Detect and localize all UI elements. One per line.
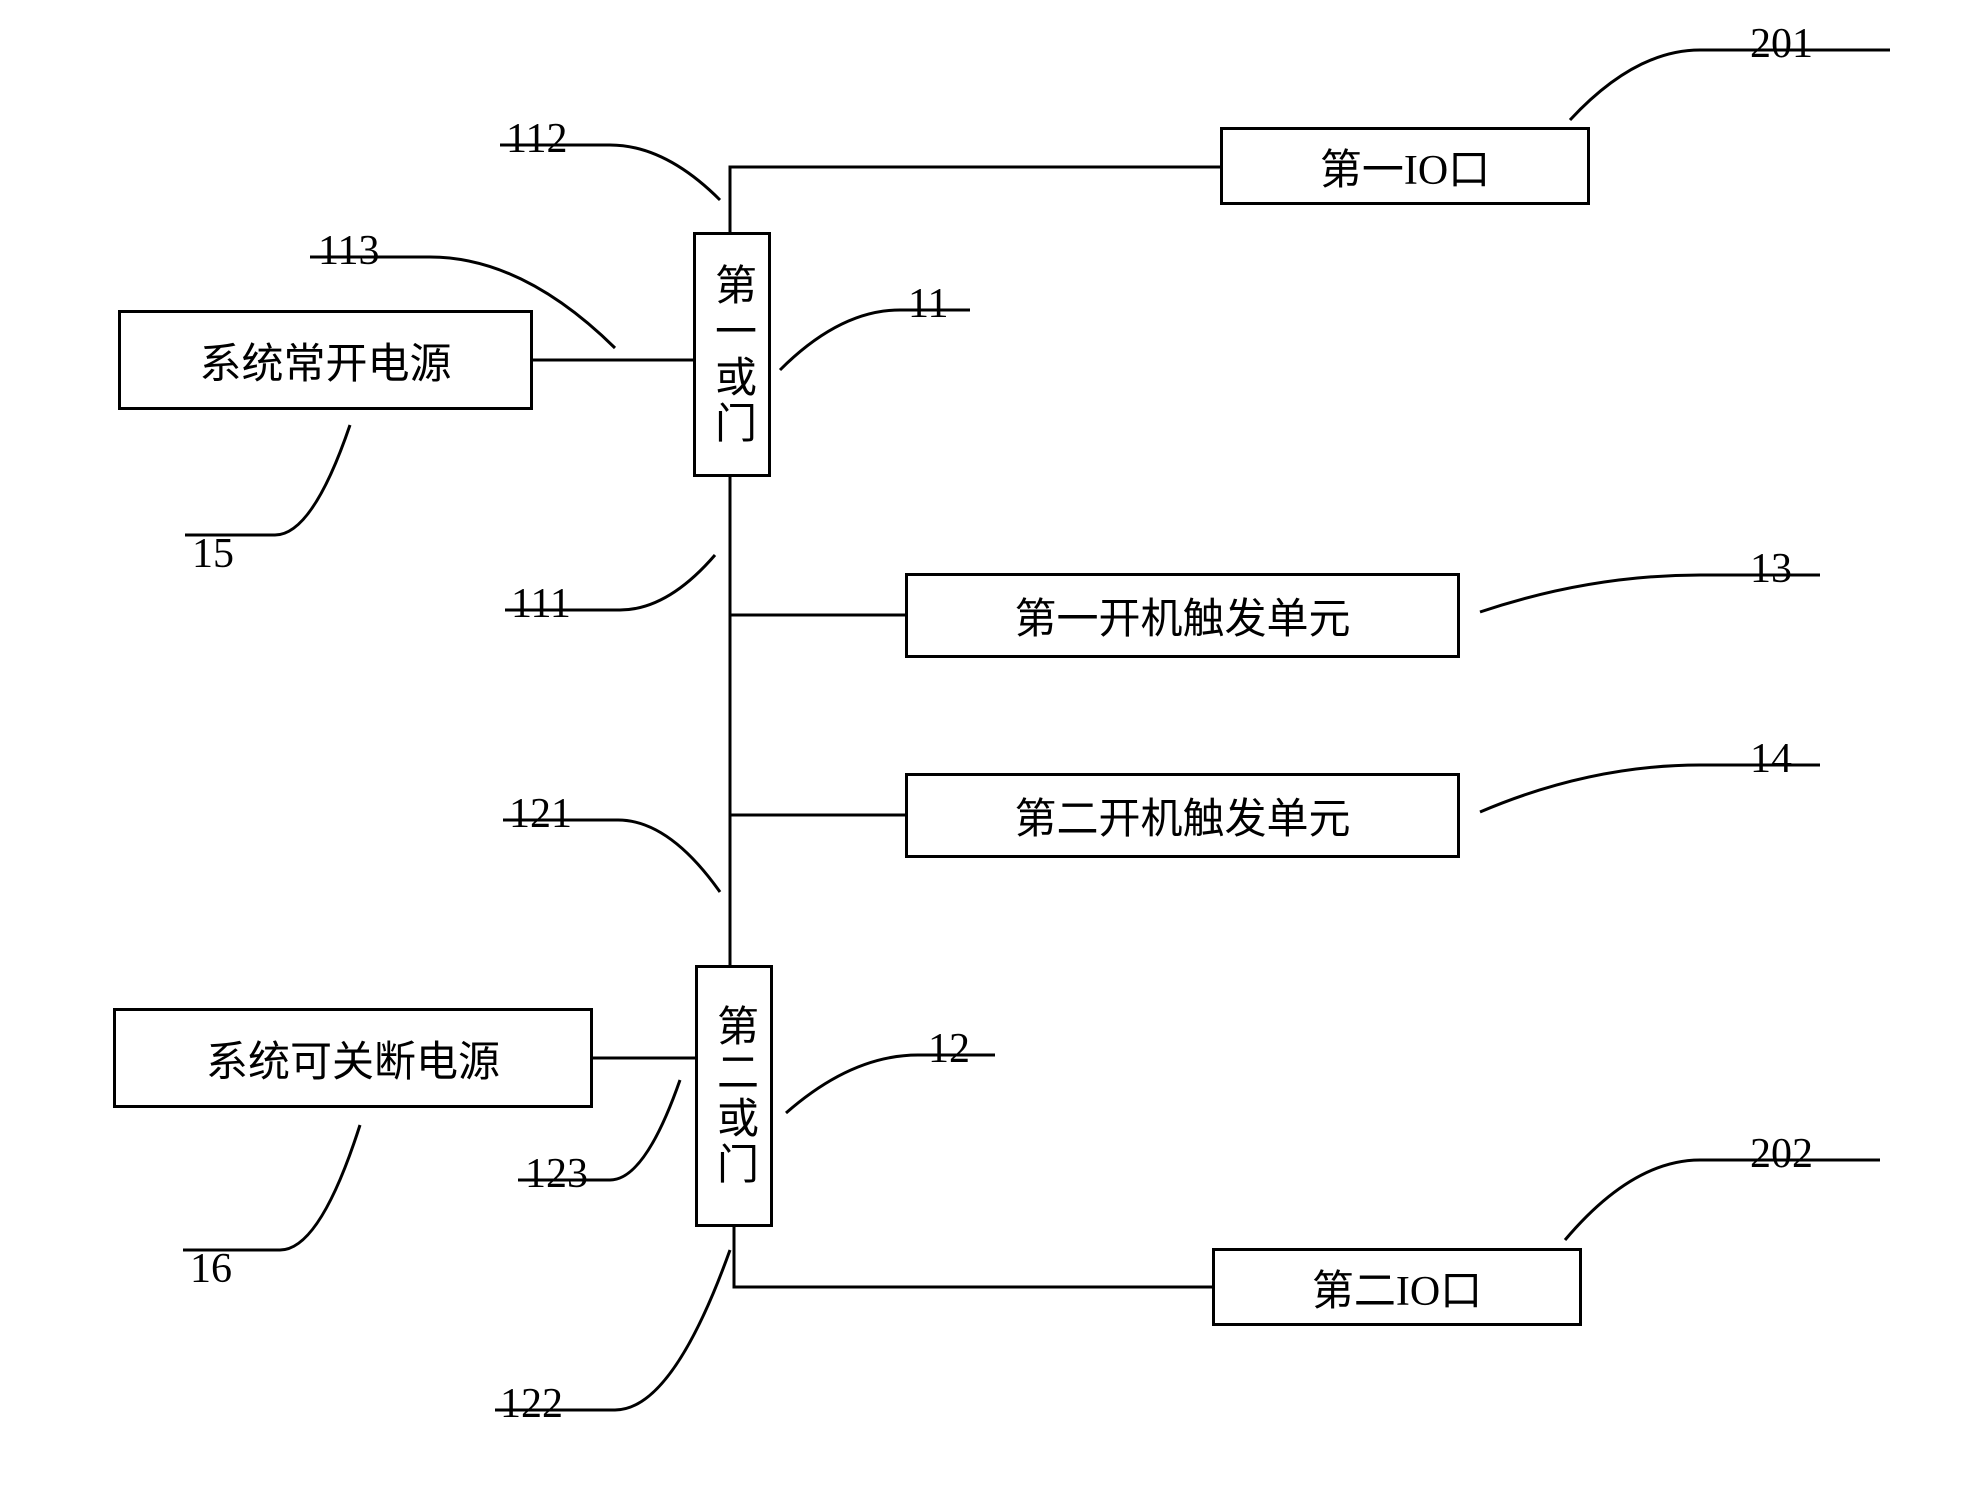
ref-202: 202 — [1750, 1130, 1813, 1178]
or1-box: 第一或门 — [693, 232, 771, 477]
ref-11: 11 — [908, 280, 948, 328]
trigger2-box: 第二开机触发单元 — [905, 773, 1460, 858]
io2-box: 第二IO口 — [1212, 1248, 1582, 1326]
ref-201: 201 — [1750, 20, 1813, 68]
power-on-box: 系统常开电源 — [118, 310, 533, 410]
ref-122: 122 — [500, 1380, 563, 1428]
ref-123: 123 — [525, 1150, 588, 1198]
io1-label: 第一IO口 — [1320, 136, 1490, 197]
ref-15: 15 — [192, 530, 234, 578]
ref-14: 14 — [1750, 735, 1792, 783]
ref-111: 111 — [511, 580, 571, 628]
or2-label: 第二或门 — [704, 1004, 765, 1188]
power-off-label: 系统可关断电源 — [206, 1028, 500, 1089]
power-on-label: 系统常开电源 — [199, 330, 451, 391]
ref-13: 13 — [1750, 545, 1792, 593]
or2-box: 第二或门 — [695, 965, 773, 1227]
trigger1-box: 第一开机触发单元 — [905, 573, 1460, 658]
trigger1-label: 第一开机触发单元 — [1014, 585, 1350, 646]
ref-113: 113 — [318, 227, 379, 275]
or1-label: 第一或门 — [702, 263, 763, 447]
io2-label: 第二IO口 — [1312, 1257, 1482, 1318]
connections-svg — [0, 0, 1974, 1497]
power-off-box: 系统可关断电源 — [113, 1008, 593, 1108]
trigger2-label: 第二开机触发单元 — [1014, 785, 1350, 846]
ref-12: 12 — [928, 1025, 970, 1073]
ref-16: 16 — [190, 1245, 232, 1293]
ref-121: 121 — [509, 790, 572, 838]
ref-112: 112 — [506, 115, 567, 163]
leaders-svg — [0, 0, 1974, 1497]
io1-box: 第一IO口 — [1220, 127, 1590, 205]
